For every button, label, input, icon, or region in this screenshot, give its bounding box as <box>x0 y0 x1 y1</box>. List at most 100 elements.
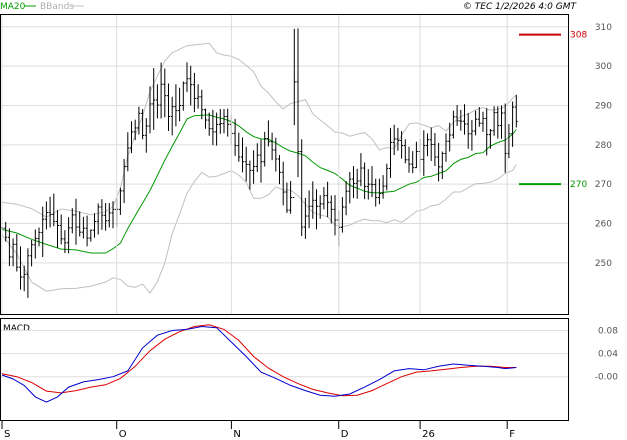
ohlc-bar <box>500 105 503 139</box>
ohlc-bar <box>344 181 348 216</box>
ohlc-bar <box>167 83 170 132</box>
ohlc-bar <box>126 132 130 172</box>
x-tick-label: N <box>233 429 240 440</box>
ohlc-bar <box>426 133 429 157</box>
macd-panel: MACD 0.08 0.04 -0.00 <box>0 318 619 421</box>
ohlc-bar <box>511 101 515 147</box>
ohlc-bar <box>463 104 466 135</box>
ohlc-bar <box>7 228 11 267</box>
ohlc-bar <box>218 109 222 134</box>
ohlc-bar <box>41 206 45 257</box>
ohlc-bar <box>226 108 230 137</box>
ohlc-bar <box>248 160 252 190</box>
ohlc-bar <box>329 195 333 224</box>
ohlc-bar <box>300 139 304 237</box>
ohlc-bar <box>407 146 411 173</box>
ohlc-bar <box>514 94 518 128</box>
ohlc-bar <box>396 127 400 151</box>
ohlc-bar <box>448 122 452 152</box>
ohlc-bar <box>122 158 126 204</box>
x-axis: S O N D 26 F <box>1 15 515 440</box>
level-label: 270 <box>570 180 587 190</box>
ohlc-bar <box>455 105 459 126</box>
ohlc-bar <box>48 196 52 228</box>
ohlc-bar <box>411 151 415 174</box>
ohlc-bar <box>11 238 15 267</box>
macd-y-axis: 0.08 0.04 -0.00 <box>595 327 619 383</box>
ohlc-bar <box>204 108 207 129</box>
ohlc-bar <box>370 166 374 198</box>
ohlc-bar <box>241 137 244 173</box>
macd-line <box>1 325 517 403</box>
ohlc-bar <box>263 131 267 167</box>
level-label: 308 <box>570 31 587 41</box>
price-y-tick-label: 270 <box>595 180 612 190</box>
ohlc-bar <box>33 229 37 259</box>
ohlc-bar <box>237 132 241 162</box>
ohlc-bar <box>270 132 274 161</box>
ohlc-bar <box>163 68 167 118</box>
ohlc-bar <box>363 162 367 200</box>
ohlc-bar <box>155 84 159 119</box>
ohlc-bar <box>266 120 270 147</box>
ohlc-bar <box>318 195 322 219</box>
price-panel-frame <box>0 14 569 315</box>
ohlc-bar <box>130 121 133 154</box>
ohlc-bar <box>444 133 448 162</box>
ohlc-bar <box>414 141 418 169</box>
ohlc-bar <box>67 217 71 254</box>
ohlc-bar <box>348 171 352 204</box>
ohlc-bar <box>93 213 96 238</box>
ohlc-bar <box>381 175 385 199</box>
ohlc-bar <box>89 229 93 242</box>
ohlc-bar <box>222 109 226 134</box>
macd-y-tick-label: 0.08 <box>598 327 618 337</box>
ohlc-bar <box>196 84 200 109</box>
ohlc-bar <box>296 28 300 178</box>
price-y-tick-label: 300 <box>595 62 612 72</box>
ohlc-bar <box>233 118 237 156</box>
x-tick-label: S <box>4 429 10 440</box>
ohlc-bar <box>133 119 137 141</box>
price-levels: 308 270 <box>519 31 587 190</box>
ohlc-bar <box>252 150 256 184</box>
price-y-tick-label: 310 <box>595 23 612 33</box>
ohlc-bar <box>215 112 219 146</box>
ohlc-bar <box>52 193 56 227</box>
ohlc-bar <box>481 111 485 132</box>
ohlc-bar <box>474 110 478 136</box>
ohlc-bar <box>440 151 444 180</box>
ohlc-bar <box>96 203 100 235</box>
ohlc-bar <box>63 230 67 254</box>
ohlc-bar <box>333 195 337 236</box>
ohlc-bar <box>366 169 370 200</box>
ohlc-bar <box>189 65 193 106</box>
ohlc-bar <box>104 203 108 231</box>
ohlc-bar <box>22 265 26 292</box>
x-tick-label: 26 <box>422 429 435 440</box>
ohlc-bar <box>311 181 315 219</box>
ohlc-bar <box>433 133 437 167</box>
ohlc-bar <box>352 166 355 198</box>
ohlc-bar <box>459 109 463 131</box>
macd-y-tick-label: -0.00 <box>595 373 619 383</box>
ohlc-bar <box>355 168 359 199</box>
ohlc-bar <box>278 155 281 185</box>
ohlc-bar <box>488 129 492 149</box>
ohlc-bar <box>322 186 326 210</box>
ohlc-bar <box>111 201 115 229</box>
ohlc-bar <box>326 181 330 218</box>
ohlc-bar <box>137 106 141 135</box>
ohlc-bar <box>59 214 63 245</box>
ohlc-bar <box>274 137 278 172</box>
ohlc-bar <box>315 189 318 230</box>
ohlc-bar <box>170 96 174 136</box>
ohlc-bar <box>285 182 289 213</box>
ohlc-bar <box>244 146 248 182</box>
ohlc-bar <box>174 84 178 127</box>
ohlc-bar <box>400 131 404 159</box>
ohlc-bar <box>192 72 196 113</box>
ohlc-bar <box>74 198 78 245</box>
ohlc-bar <box>466 112 470 149</box>
